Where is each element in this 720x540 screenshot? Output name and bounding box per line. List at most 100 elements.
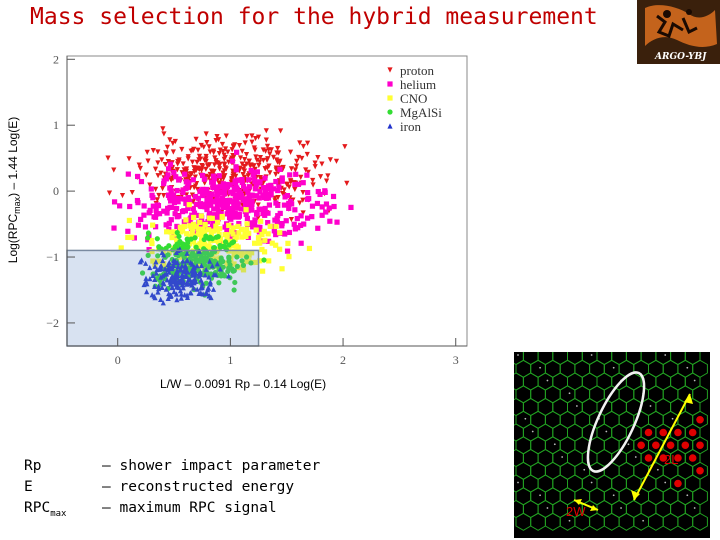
point-iron	[192, 277, 198, 283]
y-tick-label: −1	[46, 250, 59, 264]
point-CNO	[191, 214, 197, 221]
detector-cell	[625, 352, 642, 366]
point-iron	[184, 279, 191, 285]
point-proton	[144, 149, 150, 155]
point-proton	[275, 194, 281, 201]
point-proton	[217, 147, 223, 153]
point-proton	[275, 145, 281, 152]
noise-dot	[620, 507, 622, 509]
point-MgAlSi	[222, 239, 229, 245]
point-proton	[263, 137, 269, 143]
point-proton	[189, 159, 196, 165]
point-helium	[153, 211, 160, 217]
point-MgAlSi	[234, 263, 240, 269]
point-helium	[220, 204, 227, 211]
point-helium	[306, 196, 312, 202]
point-helium	[210, 184, 216, 190]
hit-pad	[659, 454, 668, 462]
point-proton	[159, 157, 165, 163]
point-proton	[256, 162, 262, 169]
y-tick-label: −2	[46, 316, 59, 330]
point-MgAlSi	[225, 268, 231, 275]
point-iron	[171, 289, 177, 295]
point-helium	[161, 181, 167, 187]
point-CNO	[279, 266, 285, 272]
point-iron	[144, 289, 150, 295]
point-proton	[129, 189, 135, 196]
point-iron	[161, 281, 167, 287]
point-MgAlSi	[192, 235, 198, 241]
point-proton	[327, 157, 333, 163]
point-proton	[106, 190, 113, 196]
point-proton	[274, 150, 280, 156]
point-helium	[245, 189, 251, 195]
point-proton	[203, 166, 209, 172]
length-arrow	[633, 393, 691, 501]
point-helium	[205, 219, 211, 225]
detector-cell	[670, 352, 686, 366]
point-iron	[152, 295, 158, 301]
point-proton	[159, 186, 166, 192]
point-helium	[249, 192, 255, 198]
point-helium	[348, 204, 354, 210]
point-proton	[160, 126, 166, 132]
point-CNO	[269, 240, 275, 246]
point-helium	[222, 224, 228, 230]
point-helium	[141, 212, 147, 218]
point-CNO	[256, 240, 262, 246]
point-helium	[206, 210, 213, 217]
point-helium	[214, 187, 220, 193]
point-CNO	[240, 267, 247, 273]
noise-dot	[590, 481, 593, 484]
point-helium	[287, 172, 293, 178]
noise-dot	[568, 519, 571, 522]
point-proton	[197, 156, 203, 162]
noise-dot	[686, 494, 689, 497]
point-iron	[206, 274, 212, 280]
point-proton	[155, 160, 161, 166]
point-proton	[277, 128, 284, 134]
point-CNO	[233, 243, 239, 249]
hit-pad	[696, 466, 704, 475]
point-CNO	[267, 223, 273, 229]
point-helium	[216, 198, 223, 204]
point-iron	[160, 257, 166, 264]
point-CNO	[226, 222, 232, 228]
point-helium	[246, 198, 252, 204]
point-CNO	[129, 234, 135, 240]
point-CNO	[168, 229, 174, 235]
point-iron	[168, 281, 174, 287]
point-helium	[168, 204, 175, 210]
point-helium	[147, 207, 153, 213]
point-iron	[158, 274, 164, 280]
point-helium	[334, 219, 340, 225]
x-tick-label: 0	[115, 353, 121, 367]
point-iron	[207, 281, 213, 287]
point-iron	[179, 277, 186, 283]
point-iron	[143, 275, 149, 281]
point-helium	[186, 180, 192, 186]
point-helium	[131, 235, 138, 241]
point-helium	[262, 205, 268, 212]
point-proton	[191, 165, 197, 171]
point-helium	[204, 197, 210, 203]
point-helium	[135, 173, 141, 180]
point-iron	[163, 271, 170, 277]
point-iron	[178, 291, 184, 297]
point-CNO	[202, 241, 208, 247]
point-helium	[165, 166, 172, 172]
scatter-points	[105, 126, 354, 306]
point-helium	[176, 213, 182, 219]
point-helium	[224, 183, 231, 190]
point-iron	[166, 269, 172, 275]
point-proton	[143, 172, 149, 178]
point-CNO	[197, 241, 203, 247]
hit-pad	[637, 441, 645, 450]
point-helium	[286, 200, 292, 207]
point-proton	[119, 192, 126, 199]
point-CNO	[207, 244, 213, 250]
point-helium	[180, 189, 186, 196]
point-iron	[202, 272, 208, 278]
hit-pad	[644, 454, 653, 462]
